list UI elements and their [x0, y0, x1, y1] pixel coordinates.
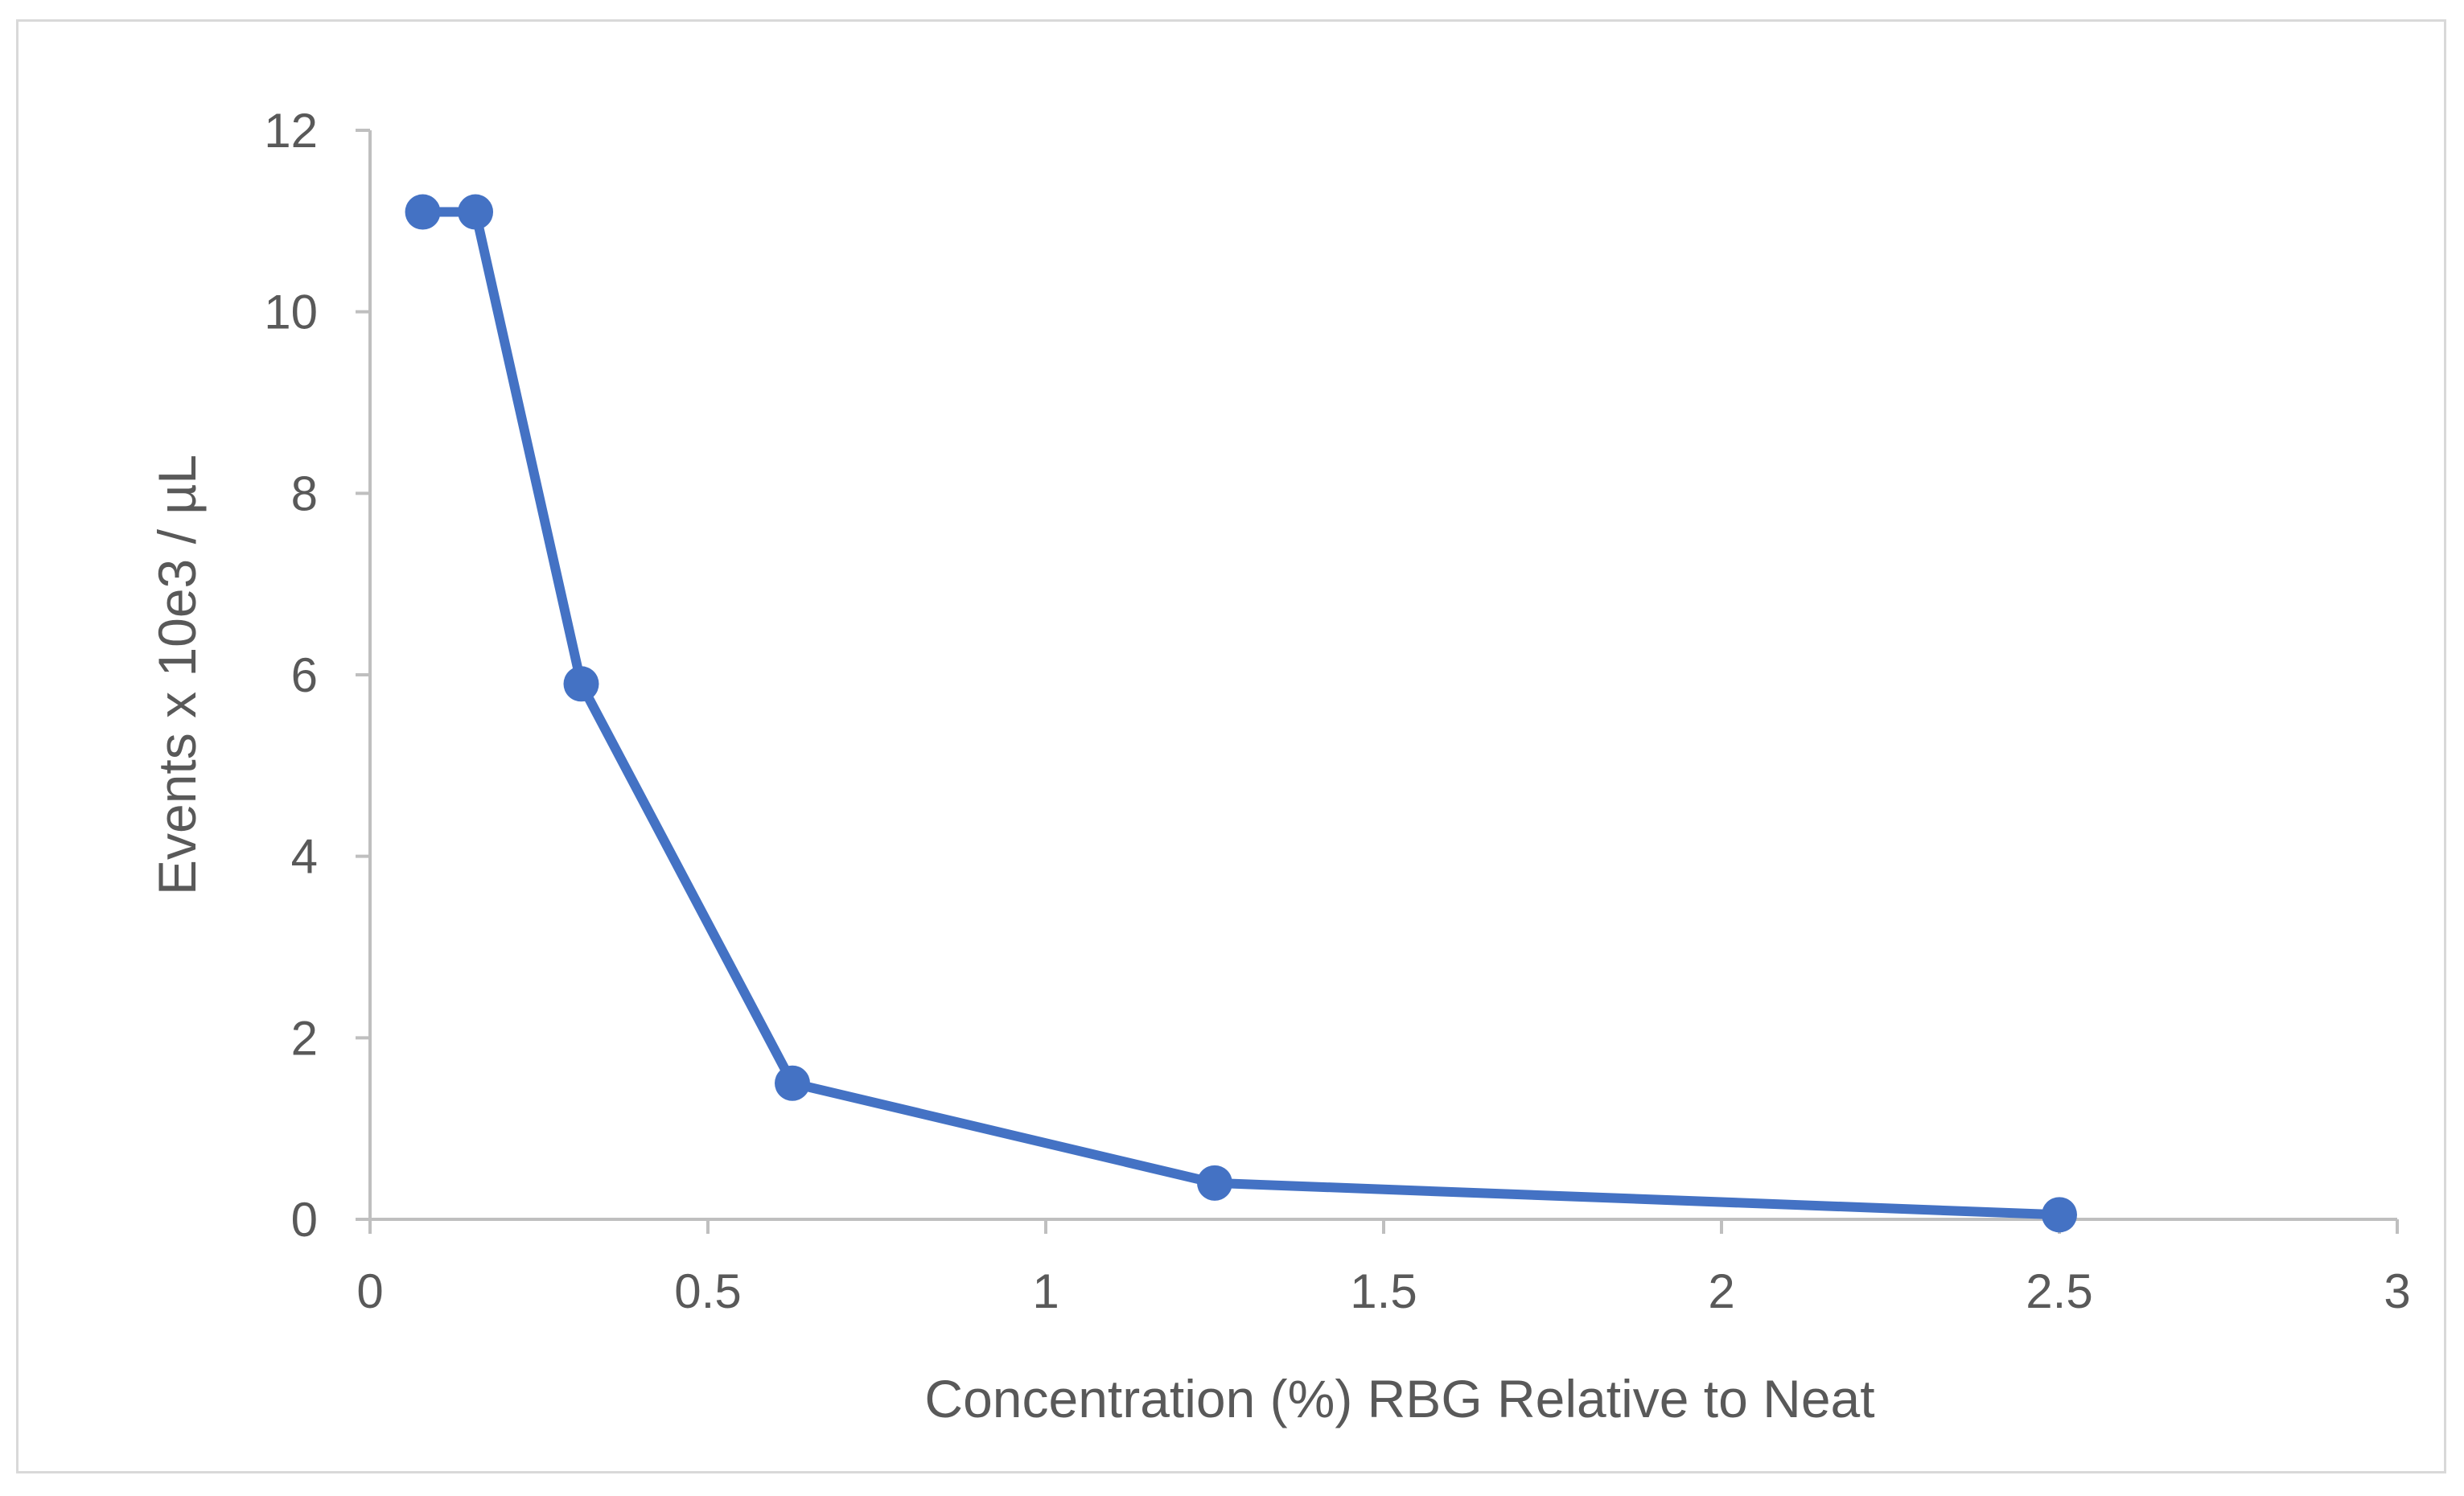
x-tick-label: 1	[1032, 1264, 1059, 1318]
data-point	[563, 666, 599, 702]
x-tick-label: 1.5	[1350, 1264, 1417, 1318]
x-axis-ticks: 0 0.5 1 1.5 2 2.5 3	[356, 1219, 2411, 1318]
y-tick-label: 2	[291, 1011, 318, 1065]
y-tick-label: 12	[264, 104, 318, 158]
x-axis-title: Concentration (%) RBG Relative to Neat	[924, 1369, 1874, 1428]
x-tick-label: 2	[1708, 1264, 1734, 1318]
x-tick-label: 0	[356, 1264, 383, 1318]
y-tick-label: 8	[291, 466, 318, 520]
x-tick-label: 3	[2384, 1264, 2410, 1318]
y-axis-ticks: 0 2 4 6 8 10 12	[264, 104, 370, 1247]
data-point	[775, 1065, 810, 1101]
y-tick-label: 0	[291, 1193, 318, 1247]
x-tick-label: 2.5	[2026, 1264, 2092, 1318]
data-point	[405, 194, 441, 230]
chart-area	[16, 19, 2446, 1473]
axes	[368, 130, 2397, 1221]
data-point	[458, 194, 494, 230]
y-axis-title: Events x 10e3 / µL	[147, 454, 207, 895]
series-group	[405, 194, 2077, 1233]
series-line	[422, 207, 2060, 1220]
x-tick-label: 0.5	[674, 1264, 741, 1318]
data-point	[2042, 1197, 2077, 1233]
y-tick-label: 6	[291, 648, 318, 702]
y-tick-label: 10	[264, 286, 318, 339]
data-point	[1197, 1165, 1232, 1201]
y-tick-label: 4	[291, 830, 318, 884]
